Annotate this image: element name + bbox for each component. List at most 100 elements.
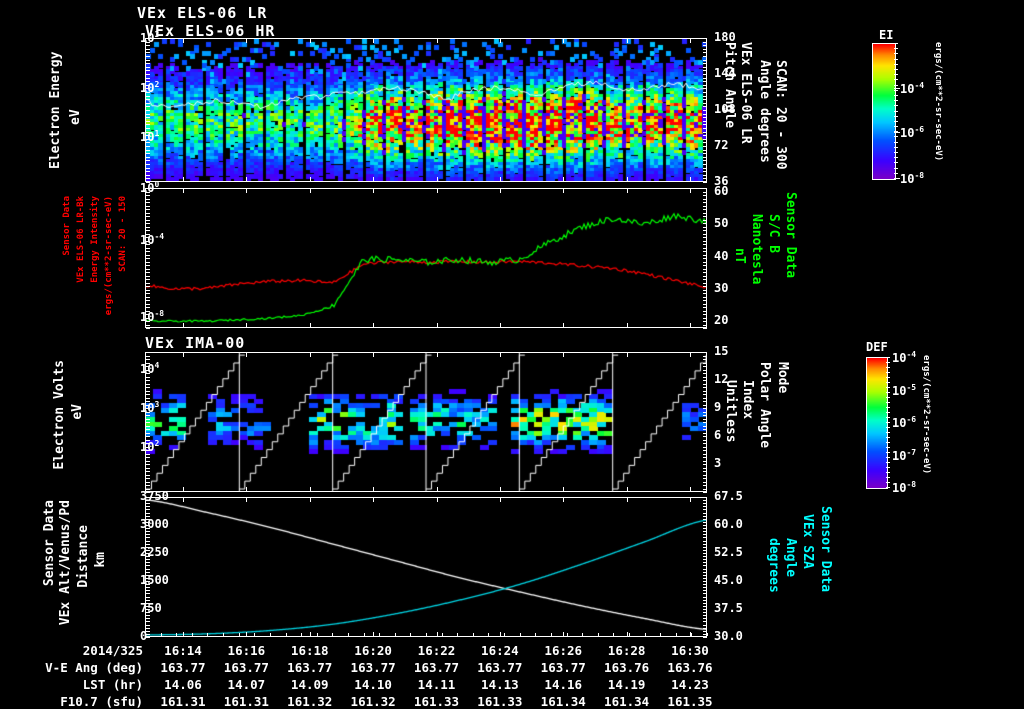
bottom-axis-minor-tick [504,633,506,636]
axis-tick-mark [703,525,707,526]
panel4-plot-area[interactable] [145,497,707,637]
bottom-axis-minor-tick [379,633,381,636]
bottom-axis-minor-tick [582,633,584,636]
axis-tick-mark [146,282,150,284]
axis-tick-mark [703,317,707,319]
axis-tick-mark [703,633,707,635]
axis-tick-mark [703,286,707,287]
axis-tick-mark [146,146,150,147]
panel4-left-label-1: Sensor Data [42,500,57,587]
axis-tick-mark [703,450,707,451]
panel4-right-label-3: Angle [783,538,798,578]
bottom-axis-minor-tick [566,633,568,636]
axis-tick-mark [146,609,150,610]
axis-tick-mark [703,397,707,399]
panel1-plot-area[interactable] [145,38,707,182]
colorbar-tick-mark [894,87,900,89]
axis-tick-mark [146,230,150,231]
axis-tick-mark [703,418,707,420]
axis-tick-mark [703,481,707,483]
axis-tick-mark [703,240,707,242]
axis-tick-mark [146,390,150,392]
panel-x-tick [183,323,184,328]
axis-tick-mark [703,355,707,357]
bottom-axis-minor-tick [223,633,225,636]
axis-tick-mark [146,124,150,126]
axis-tick-mark [703,70,707,72]
bottom-f107-value: 161.33 [477,694,523,709]
bottom-axis-minor-tick [597,633,599,636]
bottom-axis-minor-tick [675,633,677,636]
bottom-axis-minor-tick [550,633,552,636]
axis-tick-mark [703,425,707,427]
axis-tick-mark [146,467,150,469]
axis-tick-mark [703,226,707,228]
axis-tick-mark [703,92,707,93]
axis-tick-mark [703,383,707,385]
panel2-left-label-3: Energy Intensity [90,196,100,283]
axis-tick-mark [703,559,707,561]
panel-x-tick [690,177,691,182]
axis-tick-mark [146,373,150,374]
bottom-lst-value: 14.19 [607,677,646,692]
panel-x-tick [183,632,184,637]
bottom-ve-ang-value: 163.77 [223,660,269,675]
axis-tick-label: 9 [714,400,722,414]
axis-tick-mark [146,131,150,133]
axis-tick-mark [703,142,707,144]
axis-tick-mark [146,559,150,561]
panel3-right-label-4: Unitless [723,380,738,443]
bottom-time-label: 16:28 [607,643,646,658]
axis-tick-label: 3 [714,456,722,470]
bottom-f107-value: 161.35 [667,694,713,709]
axis-tick-mark [703,492,707,493]
bottom-time-label: 16:26 [544,643,583,658]
axis-tick-mark [703,124,707,126]
axis-tick-mark [146,612,150,614]
axis-tick-mark [703,506,707,508]
axis-tick-mark [146,70,150,72]
axis-tick-mark [703,160,707,162]
panel3-plot-area[interactable] [145,352,707,492]
axis-tick-mark [146,216,150,217]
axis-tick-mark [146,317,150,319]
axis-tick-mark [146,209,150,210]
axis-tick-mark [703,556,707,558]
axis-tick-mark [146,453,150,455]
panel-x-tick [246,323,248,328]
axis-tick-label: 60 [714,184,729,199]
bottom-lst-value: 14.06 [164,677,202,692]
axis-tick-mark [703,565,707,567]
colorbar-minor-tick [894,58,898,60]
axis-tick-mark [146,436,150,437]
axis-tick-mark [146,415,150,416]
axis-tick-mark [703,113,707,115]
axis-tick-mark [703,471,707,472]
axis-tick-mark [703,48,707,50]
panel-x-tick [436,188,438,193]
axis-tick-mark [146,460,150,462]
axis-tick-label: 40 [714,248,729,263]
axis-tick-mark [146,195,150,196]
axis-tick-mark [703,446,707,448]
axis-tick-mark [703,390,707,392]
axis-tick-mark [703,401,707,402]
axis-tick-mark [146,275,150,277]
axis-tick-mark [146,223,150,224]
colorbar-minor-tick [894,63,898,65]
axis-tick-mark [703,74,707,75]
bottom-ve-ang-value: 163.76 [667,660,713,675]
axis-tick-label: 15 [714,344,729,358]
axis-tick-mark [146,244,150,245]
axis-tick-mark [146,497,150,498]
panel2-plot-area[interactable] [145,188,707,328]
axis-tick-mark [703,599,707,601]
axis-tick-mark [146,380,150,381]
axis-tick-mark [146,254,150,256]
axis-tick-label: 30 [714,280,729,295]
axis-tick-mark [703,128,707,129]
axis-tick-mark [146,602,150,604]
axis-tick-mark [703,303,707,305]
axis-tick-mark [146,577,150,579]
axis-tick-mark [146,528,150,530]
